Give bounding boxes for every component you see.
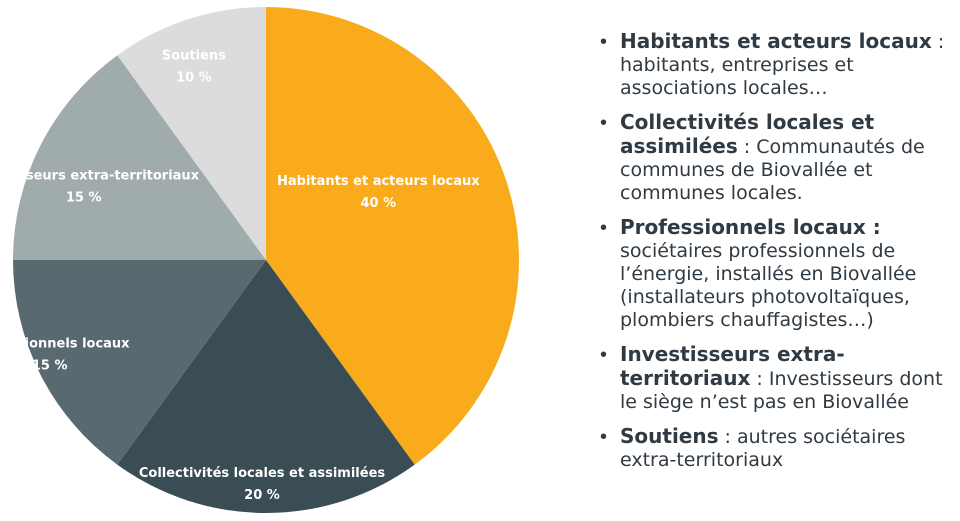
slice-label-investisseurs-extra-territoriaux: Investisseurs extra-territoriaux (0, 168, 200, 183)
pie-slice-professionnels-locaux (12, 260, 266, 465)
legend-text: habitants, entreprises et (620, 54, 854, 76)
bullet-icon: • (600, 426, 608, 448)
bullet-icon: • (600, 217, 608, 239)
slice-value-professionnels-locaux: 15 % (32, 359, 68, 374)
legend-text: : Investisseurs dont (750, 368, 943, 390)
pie-slice-soutiens (117, 7, 266, 260)
slice-value-collectivites-locales-et-assimilees: 20 % (244, 488, 280, 503)
slice-value-investisseurs-extra-territoriaux: 15 % (66, 190, 102, 205)
legend-text: (installateurs photovoltaïques, (620, 286, 910, 308)
slice-label-soutiens: Soutiens (162, 49, 226, 64)
pie-slice-investisseurs-extra-territoriaux (13, 55, 266, 261)
legend-title-continued: assimilées (620, 134, 738, 158)
bullet-icon: • (600, 112, 608, 134)
legend-title: Investisseurs extra- (620, 342, 845, 366)
slice-value-habitants-et-acteurs-locaux: 40 % (361, 196, 397, 211)
legend-item-habitants: • Habitants et acteurs locaux : habitant… (596, 30, 960, 100)
legend-text: : (931, 31, 945, 53)
legend-text: sociétaires professionnels de (620, 240, 896, 262)
pie-slice-collectivites-locales-et-assimilees (117, 260, 415, 513)
pie-chart-svg: Habitants et acteurs locaux 40 % Collectiv… (0, 7, 519, 513)
legend-item-collectivites: • Collectivités locales et assimilées : … (596, 111, 960, 205)
legend-text: l’énergie, installés en Biovallée (620, 263, 917, 285)
slice-label-professionnels-locaux: Professionnels locaux (0, 337, 130, 352)
legend-text: communes locales. (620, 182, 803, 204)
legend-title: Collectivités locales et (620, 110, 875, 134)
legend-text: plombiers chauffagistes…) (620, 309, 874, 331)
pie-slice-habitants-et-acteurs-locaux (266, 7, 519, 465)
legend-text: : autres sociétaires (718, 426, 906, 448)
legend-text: associations locales… (620, 77, 828, 99)
legend-item-soutiens: • Soutiens : autres sociétaires extra-te… (596, 425, 960, 472)
bullet-icon: • (600, 344, 608, 366)
legend-title: Soutiens (620, 424, 719, 448)
legend-text: le siège n’est pas en Biovallée (620, 391, 909, 413)
legend-text: extra-territoriaux (620, 449, 784, 471)
legend-text: : Communautés de (737, 136, 925, 158)
pie-chart: Habitants et acteurs locaux 40 % Collectiv… (0, 7, 519, 513)
legend-title: Professionnels locaux : (620, 215, 881, 239)
slice-label-habitants-et-acteurs-locaux: Habitants et acteurs locaux (277, 174, 480, 189)
legend-title-continued: territoriaux (620, 366, 751, 390)
legend-item-professionnels: • Professionnels locaux : sociétaires pr… (596, 216, 960, 332)
slice-value-soutiens: 10 % (176, 71, 212, 86)
legend-item-investisseurs: • Investisseurs extra- territoriaux : In… (596, 343, 960, 414)
legend-title: Habitants et acteurs locaux (620, 29, 932, 53)
slice-label-collectivites-locales-et-assimilees: Collectivités locales et assimilées (139, 466, 386, 481)
legend-text: communes de Biovallée et (620, 159, 873, 181)
bullet-icon: • (600, 31, 608, 53)
legend-panel: • Habitants et acteurs locaux : habitant… (596, 30, 960, 483)
